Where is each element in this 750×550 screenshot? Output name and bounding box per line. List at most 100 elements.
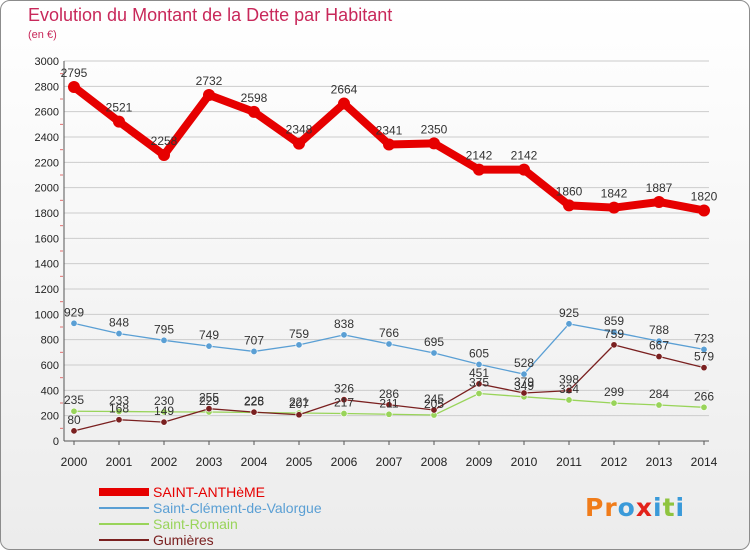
data-label: 326: [334, 382, 354, 396]
data-label: 80: [67, 413, 81, 427]
data-point: [248, 105, 260, 118]
legend-label: SAINT-ANTHèME: [153, 484, 266, 500]
data-point: [655, 353, 663, 361]
legend-label: Saint-Romain: [153, 516, 238, 532]
data-label: 788: [649, 323, 669, 337]
data-label: 766: [379, 326, 399, 340]
x-tick-label: 2008: [421, 455, 448, 469]
data-label: 2795: [61, 66, 88, 80]
data-label: 207: [289, 397, 309, 411]
y-tick-label: 1600: [35, 233, 59, 245]
data-point: [653, 195, 665, 208]
data-label: 605: [469, 346, 489, 360]
x-tick-label: 2002: [151, 455, 178, 469]
data-point: [113, 115, 125, 128]
data-label: 284: [649, 387, 669, 401]
data-label: 286: [379, 387, 399, 401]
data-point: [565, 320, 573, 328]
data-point: [700, 345, 708, 353]
data-point: [655, 401, 663, 409]
x-tick-label: 2013: [646, 455, 673, 469]
x-tick-label: 2010: [511, 455, 538, 469]
y-tick-label: 800: [41, 335, 59, 347]
data-point: [70, 427, 78, 435]
data-point: [160, 336, 168, 344]
data-label: 2348: [286, 123, 313, 137]
data-label: 2350: [421, 122, 448, 136]
logo-letter: x: [635, 493, 653, 522]
data-label: 1820: [691, 189, 718, 203]
data-point: [250, 347, 258, 355]
x-tick-label: 2011: [556, 455, 582, 469]
data-label: 759: [604, 327, 624, 341]
data-label: 233: [109, 393, 129, 407]
data-label: 528: [514, 356, 534, 370]
data-point: [428, 137, 440, 150]
data-label: 168: [109, 402, 129, 416]
y-tick-label: 0: [53, 436, 59, 448]
chart-legend: SAINT-ANTHèME Saint-Clément-de-Valorgue Sa…: [99, 484, 419, 548]
data-label: 324: [559, 382, 579, 396]
data-label: 379: [514, 375, 534, 389]
data-labels: 2795 2521 2258 2732 2598 2348 2664 2341 2350 2142…: [61, 66, 718, 427]
data-point: [203, 88, 215, 101]
data-label: 235: [64, 393, 84, 407]
legend-item: Saint-Clément-de-Valorgue: [99, 500, 419, 516]
data-point: [385, 401, 393, 409]
data-label: 451: [469, 366, 489, 380]
x-tick-label: 2004: [241, 455, 268, 469]
data-label: 2341: [376, 123, 403, 137]
data-point: [698, 204, 710, 217]
data-point: [520, 370, 528, 378]
data-label: 266: [694, 389, 714, 403]
data-label: 1842: [601, 187, 628, 201]
x-tick-label: 2009: [466, 455, 493, 469]
data-label: 1860: [556, 184, 583, 198]
legend-label: Saint-Clément-de-Valorgue: [153, 500, 322, 516]
y-tick-label: 2000: [35, 183, 59, 195]
data-point: [608, 201, 620, 214]
y-tick-label: 200: [41, 411, 59, 423]
data-label: 1887: [646, 181, 673, 195]
data-label: 2732: [196, 74, 223, 88]
logo-letter: t: [662, 493, 676, 522]
data-point: [338, 97, 350, 110]
data-label: 230: [154, 394, 174, 408]
legend-label: Gumières: [153, 532, 214, 548]
y-tick-label: 1400: [35, 259, 59, 271]
x-tick-label: 2003: [196, 455, 223, 469]
data-label: 795: [154, 322, 174, 336]
data-point: [563, 199, 575, 212]
data-point: [430, 406, 438, 414]
data-label: 925: [559, 306, 579, 320]
x-tick-label: 2006: [331, 455, 358, 469]
y-tick-label: 2200: [35, 157, 59, 169]
data-label: 255: [199, 391, 219, 405]
grid-lines: [64, 60, 709, 417]
y-tick-label: 1800: [35, 208, 59, 220]
data-point: [158, 148, 170, 161]
data-point: [565, 387, 573, 395]
legend-item: Gumières: [99, 532, 419, 548]
data-label: 759: [289, 327, 309, 341]
series-lines: [68, 80, 710, 435]
data-point: [160, 408, 168, 416]
legend-item: Saint-Romain: [99, 516, 419, 532]
data-point: [160, 418, 168, 426]
data-label: 749: [199, 328, 219, 342]
data-point: [610, 399, 618, 407]
data-point: [655, 337, 663, 345]
axes: 0 200 400 600 800 1000 1200 1400 1600 1800 2000 220…: [35, 56, 718, 469]
x-tick-label: 2014: [691, 455, 718, 469]
data-point: [295, 341, 303, 349]
data-point: [250, 408, 258, 416]
data-point: [473, 163, 485, 176]
data-point: [340, 331, 348, 339]
data-point: [205, 405, 213, 413]
data-point: [475, 360, 483, 368]
data-point: [340, 396, 348, 404]
data-label: 149: [154, 404, 174, 418]
data-label: 2142: [511, 149, 538, 163]
data-label: 221: [289, 395, 309, 409]
